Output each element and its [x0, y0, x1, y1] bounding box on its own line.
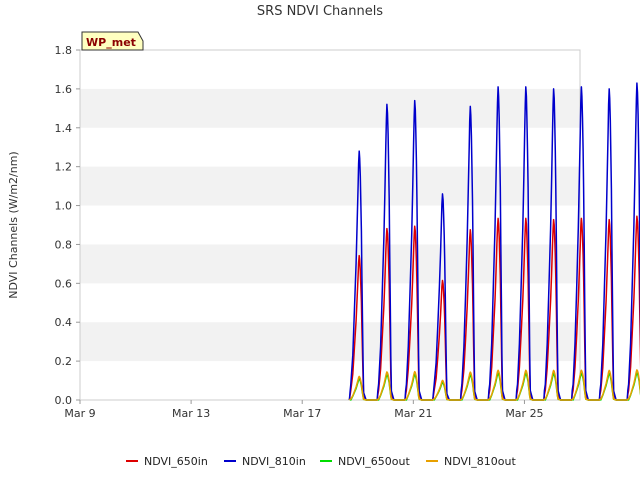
series-line-r810out: [348, 369, 640, 401]
y-tick-label: 1.6: [55, 83, 73, 96]
legend-label-r810out: NDVI_810out: [444, 455, 516, 468]
grid-band: [80, 244, 580, 284]
y-tick-label: 0.4: [55, 316, 73, 329]
plot-border: [79, 49, 581, 401]
legend-label-r650out: NDVI_650out: [338, 455, 410, 468]
legend-label-r810in: NDVI_810in: [242, 455, 306, 468]
station-badge: WP_met: [81, 31, 144, 51]
legend: NDVI_650in NDVI_810in NDVI_650out NDVI_810o…: [126, 455, 516, 468]
grid-band: [80, 88, 580, 128]
y-tick-label: 0.2: [55, 355, 73, 368]
x-axis-ticks: Mar 9 Mar 13 Mar 17 Mar 21 Mar 25: [64, 400, 544, 420]
x-tick-label: Mar 13: [172, 407, 210, 420]
y-tick-label: 1.8: [55, 44, 73, 57]
y-tick-label: 1.2: [55, 161, 73, 174]
y-axis-title: NDVI Channels (W/m2/nm): [7, 151, 20, 298]
grid-band: [80, 166, 580, 206]
x-tick-label: Mar 21: [394, 407, 432, 420]
grid-bands: [80, 88, 580, 362]
legend-label-r650in: NDVI_650in: [144, 455, 208, 468]
y-tick-label: 0.8: [55, 238, 73, 251]
y-axis-ticks: 0.0 0.2 0.4 0.6 0.8 1.0 1.2 1.4 1.6 1.8: [55, 44, 80, 407]
y-tick-label: 1.0: [55, 200, 73, 213]
x-tick-label: Mar 9: [64, 407, 95, 420]
station-badge-label: WP_met: [86, 36, 136, 49]
x-tick-label: Mar 25: [505, 407, 543, 420]
y-tick-label: 1.4: [55, 122, 73, 135]
grid-band: [80, 322, 580, 362]
station-badge-box: [81, 31, 144, 51]
y-tick-label: 0.6: [55, 277, 73, 290]
y-tick-label: 0.0: [55, 394, 73, 407]
series-layer: [348, 82, 640, 401]
chart-title: SRS NDVI Channels: [257, 4, 383, 19]
x-tick-label: Mar 17: [283, 407, 321, 420]
